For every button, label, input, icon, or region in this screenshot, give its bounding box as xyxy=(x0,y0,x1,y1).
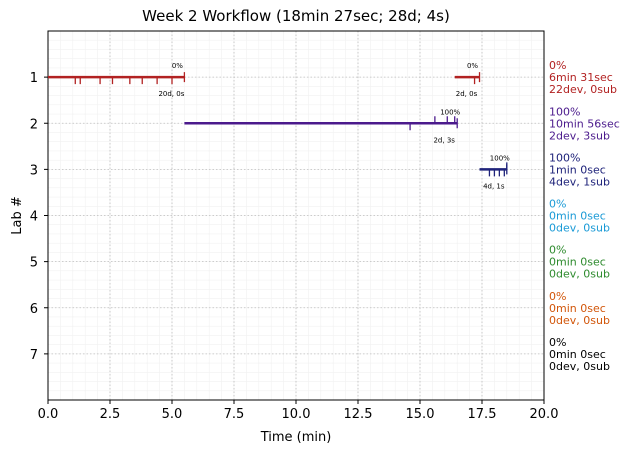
x-tick-label: 7.5 xyxy=(224,407,245,422)
y-tick-label: 2 xyxy=(30,117,38,132)
segment-percent-label: 0% xyxy=(467,62,478,70)
lab-4-side-line: 0dev, 0sub xyxy=(549,222,610,235)
lab-3-side-line: 4dev, 1sub xyxy=(549,175,610,188)
x-tick-label: 2.5 xyxy=(100,407,121,422)
y-tick-label: 3 xyxy=(30,163,38,178)
y-tick-label: 4 xyxy=(30,210,38,225)
x-tick-label: 20.0 xyxy=(530,407,559,422)
x-tick-label: 12.5 xyxy=(344,407,373,422)
y-axis-label: Lab # xyxy=(10,196,25,235)
segment-percent-label: 0% xyxy=(172,62,183,70)
segment-percent-label: 100% xyxy=(440,108,460,116)
lab-7-side-line: 0dev, 0sub xyxy=(549,360,610,373)
x-tick-label: 10.0 xyxy=(282,407,311,422)
x-axis: 0.0 2.5 5.0 7.5 10.0 12.5 15.0 17.5 20.0 xyxy=(38,400,559,422)
grid-layer xyxy=(47,30,545,401)
x-tick-label: 15.0 xyxy=(406,407,435,422)
lab-2-side-line: 2dev, 3sub xyxy=(549,129,610,142)
lab-5-side-line: 0min 0sec xyxy=(549,256,606,269)
x-tick-label: 5.0 xyxy=(162,407,183,422)
x-axis-label: Time (min) xyxy=(260,430,332,445)
y-tick-label: 1 xyxy=(30,71,38,86)
lab-7-side-line: 0% xyxy=(549,336,566,349)
lab-4-side-line: 0min 0sec xyxy=(549,210,606,223)
lab-1-side-line: 0% xyxy=(549,59,566,72)
lab-2-side-line: 100% xyxy=(549,105,580,118)
lab-1-side-line: 22dev, 0sub xyxy=(549,83,617,96)
lab-4-side-line: 0% xyxy=(549,198,566,211)
y-tick-label: 7 xyxy=(30,348,38,363)
lab-5-side-line: 0dev, 0sub xyxy=(549,268,610,281)
lab-7-side-line: 0min 0sec xyxy=(549,348,606,361)
segment-count-label: 2d, 3s xyxy=(433,136,455,144)
x-tick-label: 0.0 xyxy=(38,407,59,422)
chart-title: Week 2 Workflow (18min 27sec; 28d; 4s) xyxy=(142,7,450,25)
y-tick-label: 6 xyxy=(30,302,38,317)
lab-3-side-line: 1min 0sec xyxy=(549,163,606,176)
lab-6-side-line: 0min 0sec xyxy=(549,302,606,315)
bars-layer: 0% 20d, 0s 0% 2d, 0s 100% 2d, 3s 100% 4d, 1s xyxy=(48,62,510,190)
lab-5-side-line: 0% xyxy=(549,244,566,257)
segment-count-label: 2d, 0s xyxy=(456,90,478,98)
y-axis: 1 2 3 4 5 6 7 xyxy=(30,71,48,363)
lab-1-side-line: 6min 31sec xyxy=(549,71,613,84)
y-tick-label: 5 xyxy=(30,256,38,271)
lab-6-side-line: 0% xyxy=(549,290,566,303)
lab-6-side-line: 0dev, 0sub xyxy=(549,314,610,327)
segment-count-label: 20d, 0s xyxy=(158,90,184,98)
x-tick-label: 17.5 xyxy=(468,407,497,422)
segment-percent-label: 100% xyxy=(490,154,510,162)
lab-3-side-line: 100% xyxy=(549,151,580,164)
segment-count-label: 4d, 1s xyxy=(483,182,505,190)
lab-2-side-line: 10min 56sec xyxy=(549,117,620,130)
